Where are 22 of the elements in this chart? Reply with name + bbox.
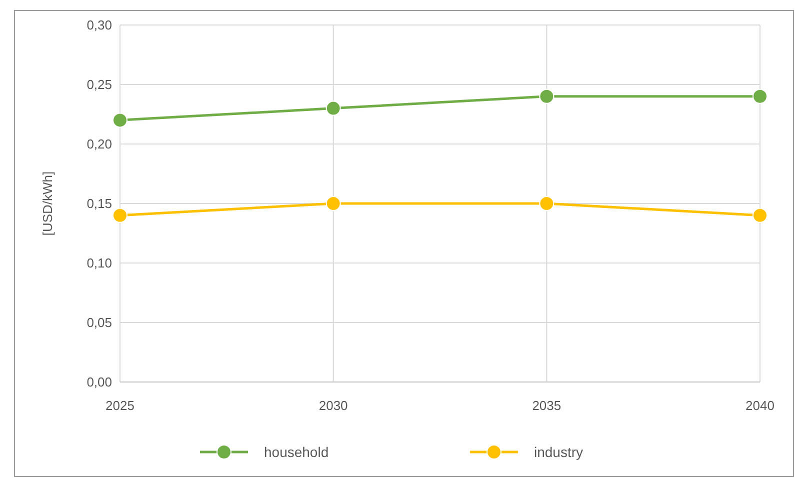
x-tick-label: 2030	[318, 398, 348, 413]
legend-label: household	[264, 444, 329, 460]
y-tick-label: 0,10	[86, 256, 112, 271]
y-tick-label: 0,00	[86, 374, 112, 390]
x-tick-label: 2035	[532, 398, 562, 413]
point	[752, 88, 768, 104]
point	[539, 88, 554, 104]
x-tick-label: 2025	[106, 398, 134, 413]
point	[539, 196, 554, 211]
y-tick-label: 0,30	[86, 18, 112, 33]
y-axis-title: [USD/kWh]	[40, 171, 55, 236]
point	[326, 196, 341, 211]
y-tick-label: 0,20	[86, 136, 112, 152]
legend-label: industry	[534, 444, 584, 460]
y-tick-label: 0,25	[86, 77, 112, 92]
x-tick-label: 2040	[746, 398, 774, 413]
point	[112, 208, 128, 223]
y-tick-label: 0,15	[86, 196, 112, 212]
point	[112, 112, 128, 128]
point	[752, 208, 768, 223]
point	[326, 100, 341, 116]
y-tick-label: 0,05	[86, 315, 112, 330]
